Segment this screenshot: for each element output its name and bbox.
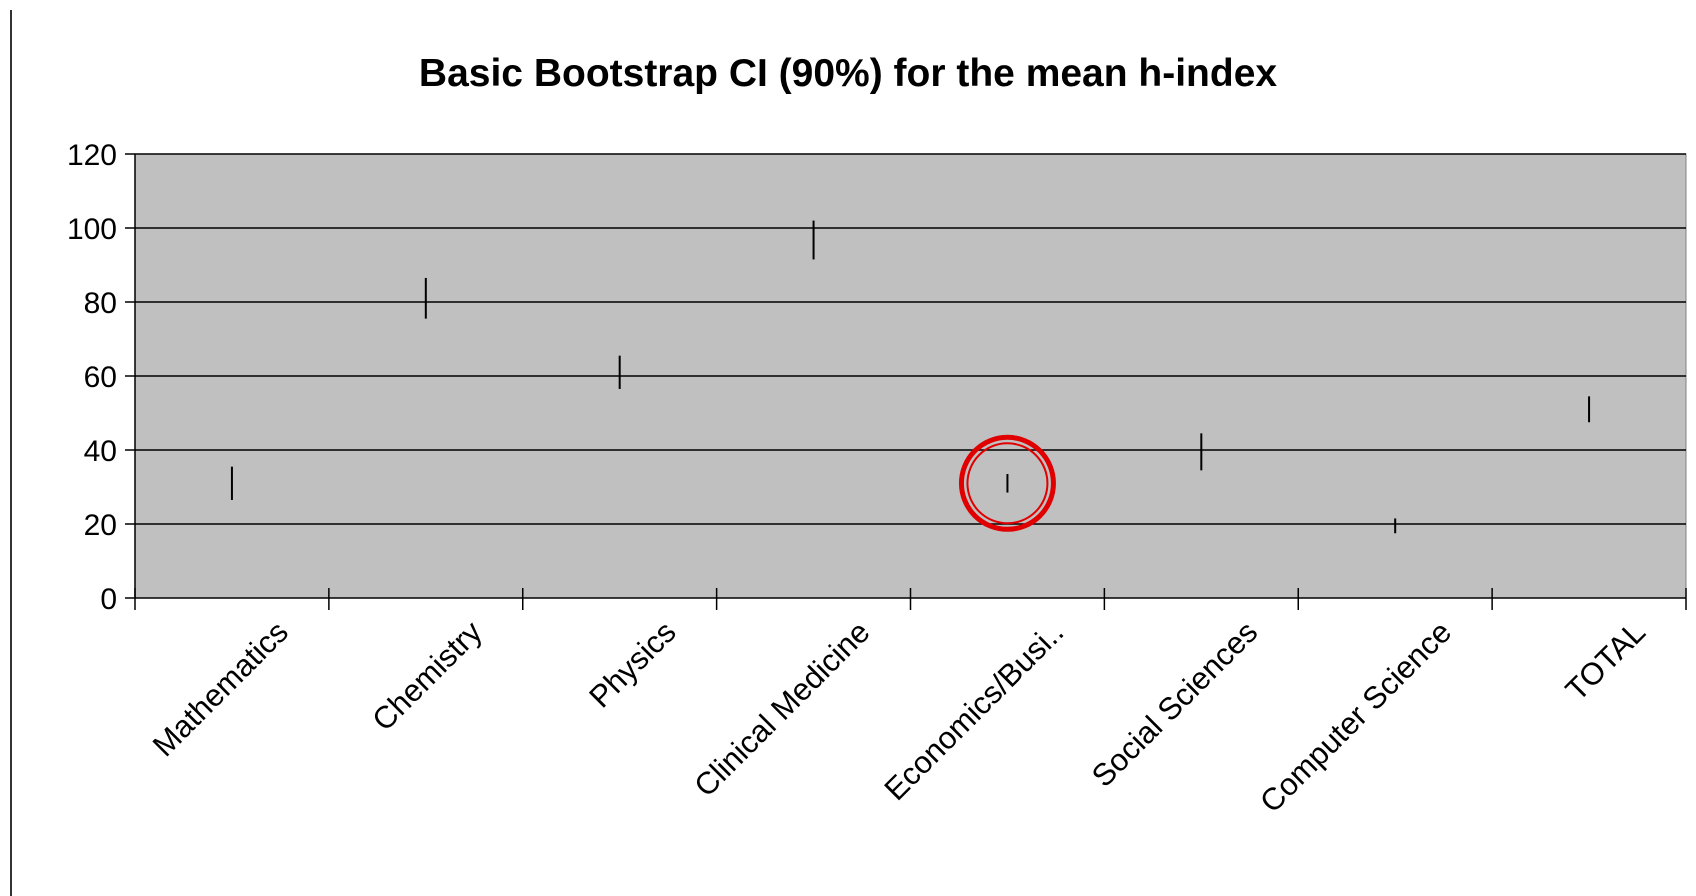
y-tick-label: 40 [84,435,117,468]
axes [125,153,1687,610]
x-category-label: Social Sciences [1085,614,1264,793]
y-tick-label: 120 [67,139,117,172]
x-axis-category-labels: Mathematics Chemistry Physics Clinical Medi… [146,614,1652,819]
highlight-circle-outer [958,434,1056,532]
y-tick-label: 100 [67,213,117,246]
x-category-label: TOTAL [1559,614,1652,707]
highlight-circle-inner [966,442,1049,525]
gridlines [135,153,1686,525]
y-axis-tick-labels: 0 20 40 60 80 100 120 [67,139,117,616]
x-category-label: Economics/Busi.. [878,614,1071,807]
x-category-label: Physics [582,614,682,714]
x-category-label: Chemistry [365,614,489,738]
chart-title: Basic Bootstrap CI (90%) for the mean h-… [419,52,1277,95]
x-category-label: Computer Science [1253,614,1458,819]
y-tick-label: 20 [84,509,117,542]
y-tick-label: 60 [84,361,117,394]
highlight-annotation [958,434,1056,532]
x-category-label: Clinical Medicine [687,614,876,803]
y-tick-label: 80 [84,287,117,320]
x-category-label: Mathematics [146,614,295,763]
y-tick-label: 0 [100,583,117,616]
left-border-line [10,10,12,896]
confidence-interval-bars [230,220,1591,534]
